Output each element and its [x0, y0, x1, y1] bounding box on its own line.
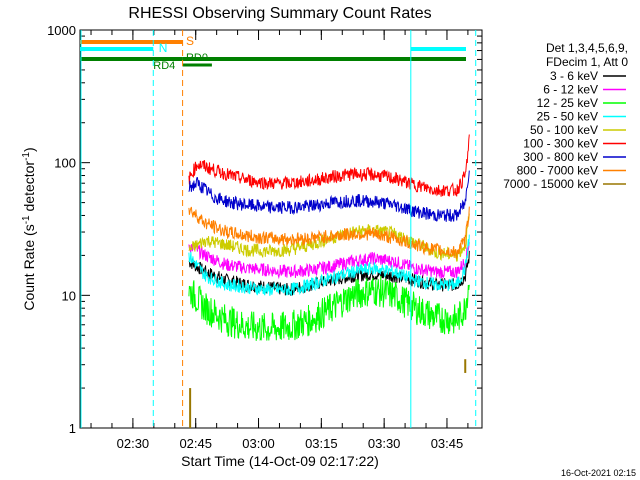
y-axis-label-part: ) — [21, 147, 37, 152]
plot-frame — [79, 29, 483, 429]
legend-label: 100 - 300 keV — [523, 137, 598, 151]
x-tick-label: 03:00 — [242, 436, 275, 451]
x-tick-label: 02:45 — [179, 436, 212, 451]
y-axis-label-part: -1 — [21, 152, 32, 161]
y-axis-label-part: Count Rate (s — [21, 224, 37, 310]
series-line-300_800keV — [188, 170, 470, 222]
legend-label: 300 - 800 keV — [523, 150, 598, 164]
legend-label: 12 - 25 keV — [537, 96, 598, 110]
legend-header-2: FDecim 1, Att 0 — [546, 55, 628, 69]
y-axis-label: Count Rate (s-1 detector-1) — [21, 147, 37, 310]
series-line-50_100keV — [188, 213, 470, 262]
legend-label: 7000 - 15000 keV — [503, 177, 598, 191]
series-line-800_7000keV — [188, 206, 470, 259]
legend-label: 3 - 6 keV — [550, 69, 598, 83]
x-tick-label: 03:15 — [305, 436, 338, 451]
x-tick-label: 03:45 — [431, 436, 464, 451]
chart-title: RHESSI Observing Summary Count Rates — [128, 5, 431, 22]
y-tick-label: 100 — [54, 156, 76, 171]
x-tick-label: 02:30 — [117, 436, 150, 451]
y-tick-label: 1000 — [47, 23, 76, 38]
x-axis-label: Start Time (14-Oct-09 02:17:22) — [181, 453, 379, 469]
legend-label: 25 - 50 keV — [537, 110, 598, 124]
series-line-6_12keV — [188, 242, 470, 280]
y-axis-label-part: detector — [21, 161, 37, 216]
flag-s-label: S — [186, 34, 194, 48]
x-tick-label: 03:30 — [368, 436, 401, 451]
flag-n-label: N — [159, 41, 168, 55]
flag-rd0-label: RD0 — [186, 52, 208, 64]
y-axis-label-part: -1 — [21, 215, 32, 224]
series-line-100_300keV — [188, 134, 470, 197]
legend-label: 6 - 12 keV — [543, 83, 598, 97]
flag-rd4-label: RD4 — [153, 60, 175, 72]
legend-header-1: Det 1,3,4,5,6,9, — [546, 41, 628, 55]
legend-label: 800 - 7000 keV — [517, 164, 598, 178]
legend-label: 50 - 100 keV — [530, 123, 598, 137]
series-line-12_25keV — [188, 275, 470, 341]
y-tick-label: 10 — [62, 288, 76, 303]
footer-timestamp: 16-Oct-2021 02:15 — [561, 468, 636, 478]
y-tick-label: 1 — [69, 421, 76, 436]
series-line-25_50keV — [188, 234, 470, 296]
